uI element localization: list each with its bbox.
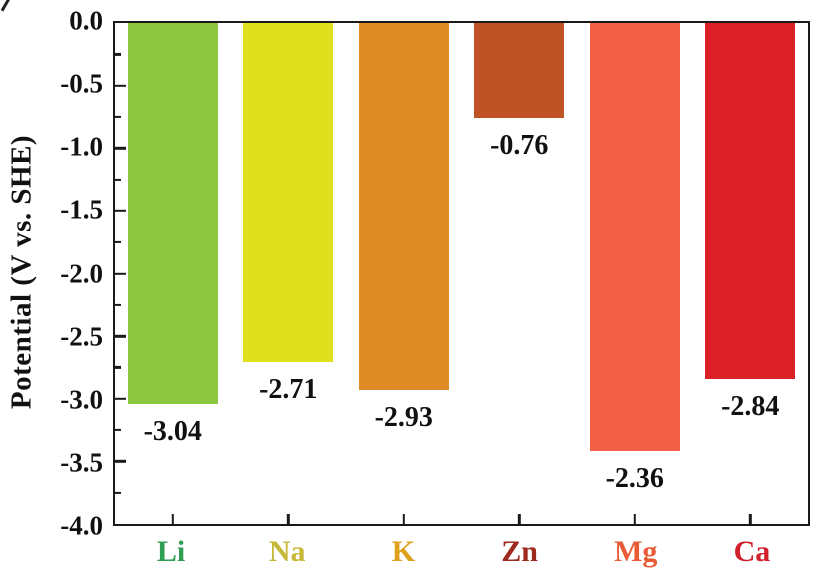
y-minor-tick <box>115 366 121 369</box>
category-label-mg: Mg <box>614 535 658 568</box>
bar-value-label-na: -2.71 <box>259 374 318 406</box>
bar-mg <box>589 23 680 452</box>
y-minor-tick <box>115 303 121 306</box>
y-minor-tick <box>115 428 121 432</box>
category-label-k: K <box>391 535 416 568</box>
y-minor-tick <box>115 53 121 56</box>
category-label-zn: Zn <box>501 535 538 568</box>
x-tick-mg <box>633 514 636 524</box>
x-tick-ca <box>749 514 752 524</box>
y-tick-label: -3.5 <box>60 447 103 478</box>
y-major-tick <box>115 84 126 87</box>
y-axis-tick-labels: 0.0 -0.5 -1.0 -1.5 -2.0 -2.5 -3.0 -3.5 -4.0 <box>0 7 103 539</box>
y-major-tick <box>115 272 126 275</box>
bar-na <box>243 23 334 363</box>
y-tick-label: -0.5 <box>60 68 103 99</box>
category-label-li: Li <box>156 535 186 568</box>
y-tick-label: -2.5 <box>60 321 103 352</box>
bar-value-labels-layer: -3.04 -2.71 -2.93 -0.76 -2.36 -2.84 <box>115 23 808 524</box>
bar-value-label-li: -3.04 <box>143 415 202 447</box>
y-minor-tick <box>115 491 121 494</box>
plot-area: -3.04 -2.71 -2.93 -0.76 -2.36 -2.84 <box>113 21 810 526</box>
bar-k <box>358 23 449 390</box>
y-major-tick <box>115 397 126 400</box>
y-minor-tick <box>115 178 121 181</box>
category-label-na: Na <box>268 535 306 568</box>
y-tick-label: -2.0 <box>60 258 103 288</box>
y-tick-label: -4.0 <box>60 510 103 541</box>
y-minor-tick <box>115 241 121 244</box>
y-tick-label: -1.5 <box>60 194 103 225</box>
bar-value-label-zn: -0.76 <box>490 130 549 162</box>
y-major-tick <box>115 147 126 150</box>
category-label-ca: Ca <box>733 535 771 568</box>
x-tick-na <box>287 514 290 524</box>
x-axis-category-labels: Li Na K Zn Mg Ca <box>113 533 810 573</box>
x-tick-zn <box>518 514 521 524</box>
y-major-tick <box>115 460 126 463</box>
bar-ca <box>705 23 796 379</box>
bars-layer <box>115 23 808 524</box>
bar-value-label-k: -2.93 <box>374 401 433 433</box>
bar-value-label-mg: -2.36 <box>605 463 664 495</box>
bar-li <box>127 23 218 404</box>
y-tick-label: -1.0 <box>60 131 103 162</box>
bar-zn <box>474 23 565 119</box>
x-tick-k <box>402 514 405 524</box>
y-major-tick <box>115 209 126 213</box>
y-ticks-layer <box>115 23 808 524</box>
y-tick-label: 0.0 <box>69 5 103 36</box>
x-ticks-layer <box>115 23 808 524</box>
cropped-panel-label-mark <box>0 0 13 12</box>
x-tick-li <box>171 514 174 524</box>
bar-value-label-ca: -2.84 <box>721 390 780 422</box>
y-major-tick <box>115 334 126 338</box>
y-tick-label: -3.0 <box>60 384 103 415</box>
y-minor-tick <box>115 115 121 119</box>
